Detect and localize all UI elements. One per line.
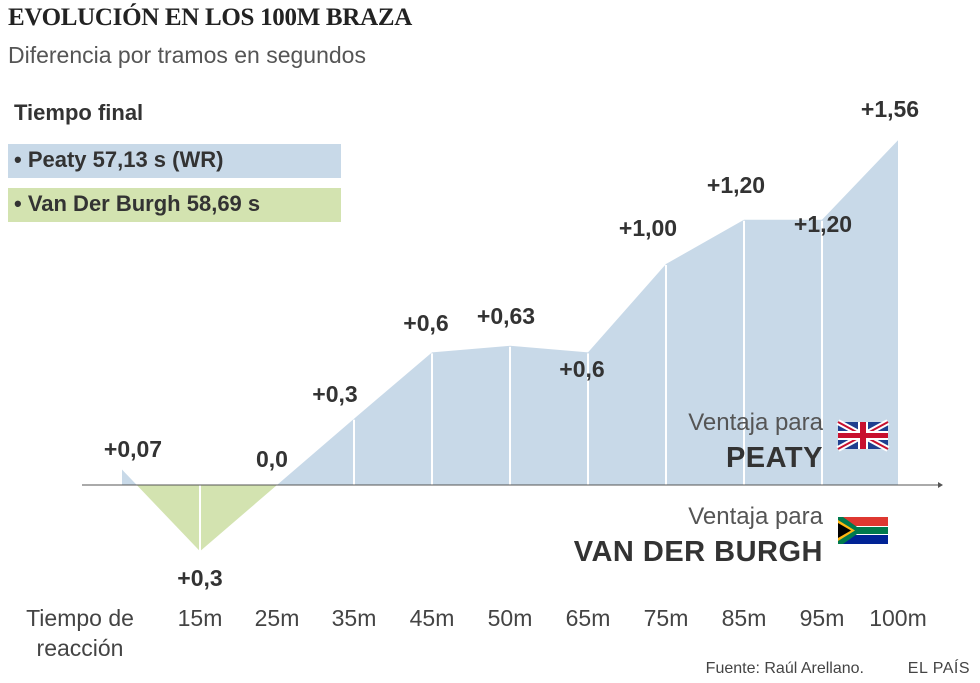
- x-tick-label: 100m: [869, 605, 927, 631]
- data-label: +0,6: [559, 356, 604, 382]
- x-tick-label: 65m: [566, 605, 611, 631]
- data-label: +0,3: [177, 565, 222, 591]
- x-tick-label: 95m: [800, 605, 845, 631]
- x-tick-label: 85m: [722, 605, 767, 631]
- advantage-peaty-prefix: Ventaja para: [688, 409, 823, 436]
- data-label: +1,20: [707, 172, 765, 198]
- legend-item-van-der-burgh: • Van Der Burgh 58,69 s: [8, 188, 341, 222]
- advantage-vdb-prefix: Ventaja para: [688, 503, 823, 530]
- area-vdb-advantage-0: [136, 485, 277, 552]
- x-tick-labels: Tiempo de reacción 15m 25m 35m 45m 50m 65m 75m 85…: [26, 605, 927, 661]
- x-tick-label: 15m: [178, 605, 223, 631]
- data-label: +0,07: [104, 436, 162, 462]
- chart-areas: [122, 140, 898, 552]
- data-label: 0,0: [256, 446, 288, 472]
- legend-label-van-der-burgh: • Van Der Burgh 58,69 s: [14, 191, 261, 216]
- source-note: Fuente: Raúl Arellano.: [705, 660, 864, 677]
- legend-title: Tiempo final: [14, 100, 144, 125]
- brand-logo: EL PAÍS: [907, 660, 970, 677]
- segment-lines: [199, 220, 823, 553]
- data-label: +1,00: [619, 215, 677, 241]
- x-tick-label: Tiempo de reacción: [26, 605, 134, 661]
- chart-title: EVOLUCIÓN EN LOS 100M BRAZA: [8, 4, 412, 31]
- area-peaty-advantage-0: [122, 469, 137, 485]
- axis-arrow: [938, 482, 943, 488]
- data-label: +0,6: [403, 310, 448, 336]
- x-tick-label: 50m: [488, 605, 533, 631]
- x-tick-label: 75m: [644, 605, 689, 631]
- data-label: +0,3: [312, 381, 357, 407]
- legend-label-peaty: • Peaty 57,13 s (WR): [14, 147, 224, 172]
- advantage-peaty-name: PEATY: [726, 442, 823, 474]
- data-label: +1,20: [794, 211, 852, 237]
- uk-flag-icon: [836, 419, 890, 452]
- data-label: +1,56: [861, 96, 919, 122]
- x-tick-label: 35m: [332, 605, 377, 631]
- chart-subtitle: Diferencia por tramos en segundos: [8, 42, 366, 68]
- data-label: +0,63: [477, 303, 535, 329]
- data-labels: +0,07 +0,3 0,0 +0,3 +0,6 +0,63 +0,6 +1,00 +1,20 +…: [104, 96, 919, 591]
- x-tick-label: 45m: [410, 605, 455, 631]
- advantage-vdb-name: VAN DER BURGH: [574, 536, 823, 568]
- south-africa-flag-icon: [838, 517, 888, 544]
- legend-item-peaty: • Peaty 57,13 s (WR): [8, 144, 341, 178]
- x-tick-label: 25m: [255, 605, 300, 631]
